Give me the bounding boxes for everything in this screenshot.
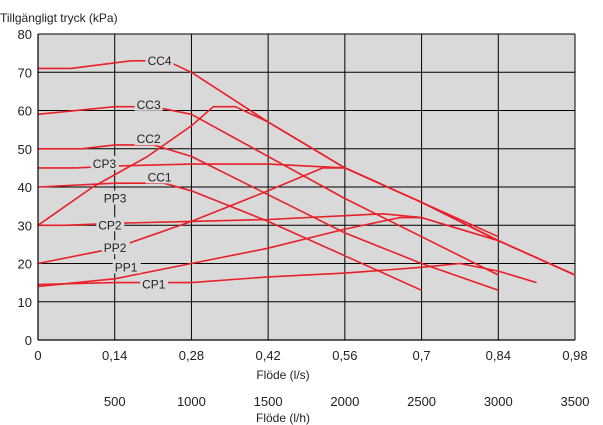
axes: 0 10 20 30 40 50 60 70 80 0 0,14 0,28 0,42 0,56 0,7 0,8… <box>18 27 590 409</box>
x-tick-label: 0,56 <box>332 348 357 363</box>
series-label-cc4: CC4 <box>148 54 172 68</box>
series-line-cc1 <box>37 182 422 292</box>
x2-tick-label: 1000 <box>177 394 206 409</box>
series-label-bg <box>101 240 130 255</box>
series-line-cp1 <box>37 262 537 286</box>
y-tick-label: 40 <box>18 180 32 195</box>
y-tick-label: 50 <box>18 142 32 157</box>
series-label-cp3: CP3 <box>93 157 117 171</box>
y-tick-label: 20 <box>18 257 32 272</box>
y-tick-label: 60 <box>18 104 32 119</box>
x-tick-label: 0,98 <box>562 348 587 363</box>
series-label-bg <box>96 217 125 232</box>
x-tick-label: 0,28 <box>179 348 204 363</box>
series-label-bg <box>112 259 141 274</box>
y-tick-label: 10 <box>18 295 32 310</box>
y-axis-label: Tillgängligt tryck (kPa) <box>0 11 118 25</box>
series-line-cc3 <box>37 105 499 276</box>
x-tick-label: 0,7 <box>413 348 431 363</box>
x2-axis-label: Flöde (l/h) <box>256 411 310 425</box>
series-label-bg <box>140 276 169 291</box>
series-line-cc2 <box>38 144 499 292</box>
x-tick-label: 0,84 <box>486 348 511 363</box>
x2-tick-label: 500 <box>104 394 126 409</box>
series-label-bg <box>101 190 130 205</box>
x-tick-label: 0 <box>34 348 41 363</box>
series-lines: CC4 CC3 CC2 CC1 CP3 PP3 CP2 PP2 PP1 CP1 <box>37 52 576 292</box>
series-line-pp1 <box>37 216 499 288</box>
y-tick-label: 80 <box>18 27 32 42</box>
series-label-cp1: CP1 <box>142 278 166 292</box>
x2-tick-label: 1500 <box>254 394 283 409</box>
grid <box>38 33 576 340</box>
y-tick-label: 30 <box>18 218 32 233</box>
x2-tick-label: 3500 <box>561 394 590 409</box>
y-tick-label: 0 <box>25 333 32 348</box>
series-label-bg <box>134 131 163 146</box>
x2-tick-label: 3000 <box>484 394 513 409</box>
series-label-cc2: CC2 <box>137 132 161 146</box>
x2-tick-label: 2500 <box>407 394 436 409</box>
x2-tick-label: 2000 <box>330 394 359 409</box>
series-label-cp2: CP2 <box>98 218 122 232</box>
x-tick-label: 0,14 <box>102 348 127 363</box>
series-label-pp3: PP3 <box>104 191 127 205</box>
series-label-pp1: PP1 <box>115 260 138 274</box>
y-tick-label: 70 <box>18 65 32 80</box>
x-tick-label: 0,42 <box>255 348 280 363</box>
series-label-bg <box>90 156 119 171</box>
series-label-bg <box>145 169 174 184</box>
series-label-bg <box>134 96 163 111</box>
x-axis-label: Flöde (l/s) <box>256 368 309 382</box>
series-label-cc3: CC3 <box>137 98 161 112</box>
series-label-pp2: PP2 <box>104 241 127 255</box>
series-label-bg <box>145 52 174 67</box>
series-label-cc1: CC1 <box>148 170 172 184</box>
